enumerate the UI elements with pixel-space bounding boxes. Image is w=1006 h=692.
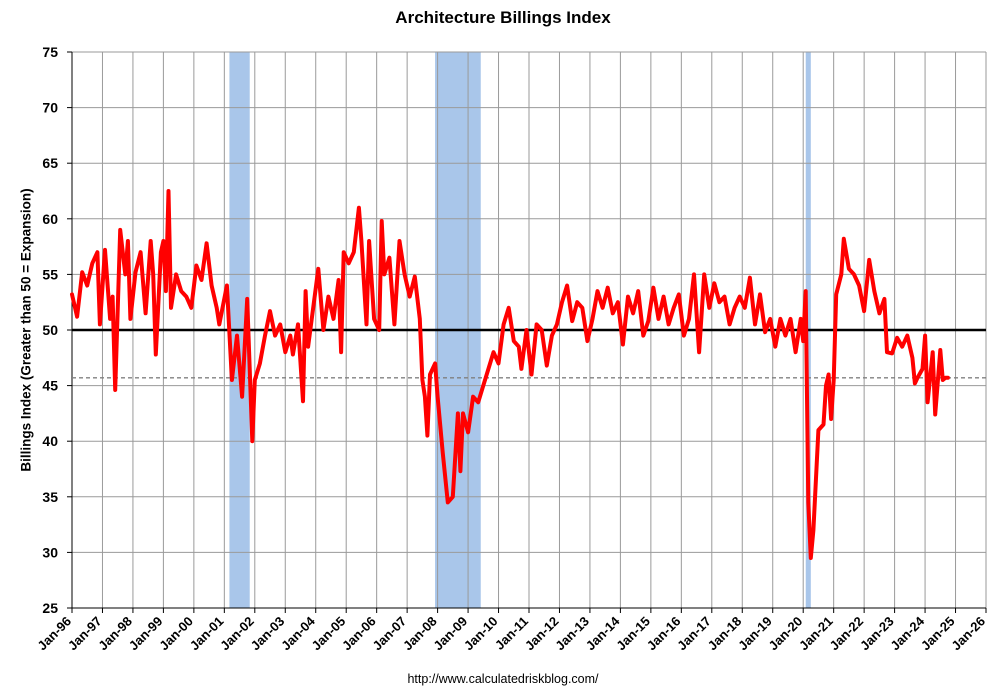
y-tick-label: 45 — [42, 378, 58, 394]
source-url: http://www.calculatedriskblog.com/ — [407, 672, 599, 686]
y-tick-label: 75 — [42, 44, 58, 60]
y-tick-label: 35 — [42, 489, 58, 505]
y-tick-label: 25 — [42, 600, 58, 616]
series-line-1 — [70, 189, 950, 560]
y-tick-label: 55 — [42, 266, 58, 282]
x-tick-label: Jan-10 — [461, 614, 501, 654]
chart-title: Architecture Billings Index — [395, 8, 611, 27]
y-tick-label: 50 — [42, 322, 58, 338]
y-tick-label: 65 — [42, 155, 58, 171]
y-tick-label: 60 — [42, 211, 58, 227]
y-tick-label: 30 — [42, 544, 58, 560]
x-tick-label: Jan-26 — [948, 614, 988, 654]
y-tick-label: 40 — [42, 433, 58, 449]
y-tick-label: 70 — [42, 100, 58, 116]
